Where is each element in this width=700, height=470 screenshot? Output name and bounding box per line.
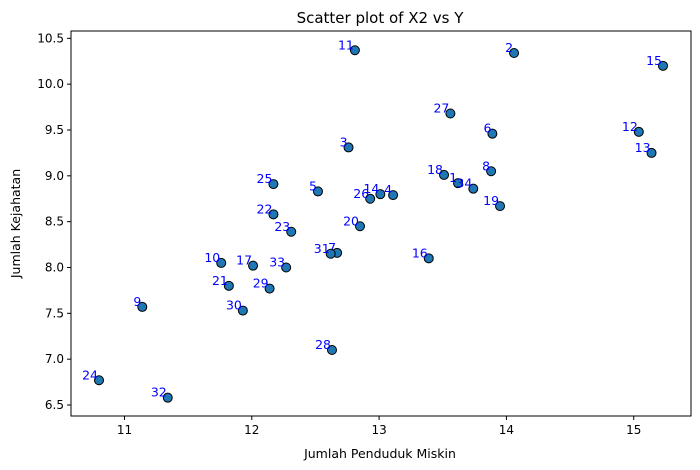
data-point bbox=[646, 147, 657, 158]
point-label: 2 bbox=[505, 40, 513, 55]
data-point bbox=[495, 201, 506, 212]
point-label: 20 bbox=[343, 213, 359, 228]
data-point bbox=[375, 189, 386, 200]
point-label: 9 bbox=[133, 294, 141, 309]
data-point bbox=[162, 392, 173, 403]
data-point bbox=[264, 283, 275, 294]
point-label: 7 bbox=[328, 240, 336, 255]
point-label: 29 bbox=[253, 276, 269, 291]
data-point bbox=[268, 209, 279, 220]
x-axis: 11 12 13 14 15 bbox=[117, 416, 641, 437]
point-label: 33 bbox=[269, 255, 285, 270]
y-axis: 6.5 7.0 7.5 8.0 8.5 9.0 9.5 10.0 10.5 bbox=[37, 31, 71, 412]
y-tick-label: 7.5 bbox=[45, 306, 64, 320]
data-point bbox=[268, 179, 279, 190]
x-tick-label: 14 bbox=[499, 423, 514, 437]
data-point bbox=[286, 226, 297, 237]
data-point bbox=[216, 257, 227, 268]
data-point bbox=[486, 166, 497, 177]
data-point bbox=[423, 253, 434, 264]
plot-area: 1234567891011121314151617181920212223242… bbox=[82, 37, 668, 403]
y-tick-label: 8.0 bbox=[45, 261, 64, 275]
y-tick-label: 6.5 bbox=[45, 398, 64, 412]
point-label: 17 bbox=[236, 253, 252, 268]
point-label: 12 bbox=[622, 119, 638, 134]
plot-frame bbox=[70, 30, 692, 417]
y-axis-label: Jumlah Kejahatan bbox=[8, 169, 23, 279]
y-tick-label: 8.5 bbox=[45, 215, 64, 229]
data-point bbox=[657, 60, 668, 71]
point-label: 22 bbox=[257, 201, 273, 216]
data-point bbox=[325, 248, 336, 259]
data-point bbox=[312, 186, 323, 197]
data-point bbox=[445, 108, 456, 119]
point-label: 32 bbox=[151, 385, 167, 400]
y-tick-label: 7.0 bbox=[45, 352, 64, 366]
x-tick-label: 15 bbox=[626, 423, 641, 437]
point-label: 21 bbox=[212, 273, 228, 288]
data-point bbox=[468, 183, 479, 194]
data-point bbox=[326, 345, 337, 355]
data-point bbox=[137, 301, 148, 312]
point-label: 23 bbox=[274, 219, 290, 234]
data-point bbox=[365, 193, 376, 204]
y-tick-label: 10.0 bbox=[37, 77, 64, 91]
data-point bbox=[281, 262, 292, 273]
point-label: 19 bbox=[483, 193, 499, 208]
point-label: 11 bbox=[338, 37, 354, 52]
point-label: 25 bbox=[257, 171, 273, 186]
point-label: 30 bbox=[226, 298, 242, 313]
data-point bbox=[349, 45, 360, 56]
data-point bbox=[354, 221, 365, 232]
y-tick-label: 9.0 bbox=[45, 169, 64, 183]
point-label: 27 bbox=[433, 101, 449, 116]
point-label: 15 bbox=[646, 53, 662, 68]
point-label: 31 bbox=[314, 241, 330, 256]
point-label: 28 bbox=[315, 337, 331, 352]
point-label: 34 bbox=[456, 176, 472, 191]
y-tick-label: 10.5 bbox=[37, 31, 64, 45]
point-label: 3 bbox=[340, 134, 348, 149]
data-point bbox=[487, 128, 498, 139]
point-label: 24 bbox=[82, 367, 98, 382]
point-label: 5 bbox=[309, 178, 317, 193]
x-tick-label: 12 bbox=[244, 423, 259, 437]
point-label: 16 bbox=[412, 245, 428, 260]
point-label: 14 bbox=[363, 181, 379, 196]
point-label: 26 bbox=[353, 186, 369, 201]
point-label: 8 bbox=[482, 158, 490, 173]
point-label: 10 bbox=[204, 250, 220, 265]
point-label: 6 bbox=[483, 121, 491, 136]
point-label: 4 bbox=[384, 182, 392, 197]
data-point bbox=[439, 169, 450, 180]
point-label: 13 bbox=[635, 140, 651, 155]
data-point bbox=[509, 48, 520, 58]
data-point bbox=[633, 126, 644, 137]
point-label: 1 bbox=[449, 170, 457, 185]
data-point bbox=[237, 305, 248, 316]
data-point bbox=[223, 280, 234, 291]
y-tick-label: 9.5 bbox=[45, 123, 64, 137]
data-point bbox=[343, 142, 354, 153]
x-tick-label: 11 bbox=[117, 423, 132, 437]
data-point bbox=[94, 375, 105, 386]
data-point bbox=[453, 178, 464, 189]
data-point bbox=[248, 260, 259, 271]
x-axis-label: Jumlah Penduduk Miskin bbox=[303, 446, 456, 461]
x-tick-label: 13 bbox=[371, 423, 386, 437]
data-point bbox=[388, 190, 399, 201]
point-label: 18 bbox=[427, 162, 443, 177]
chart-title: Scatter plot of X2 vs Y bbox=[297, 9, 465, 27]
